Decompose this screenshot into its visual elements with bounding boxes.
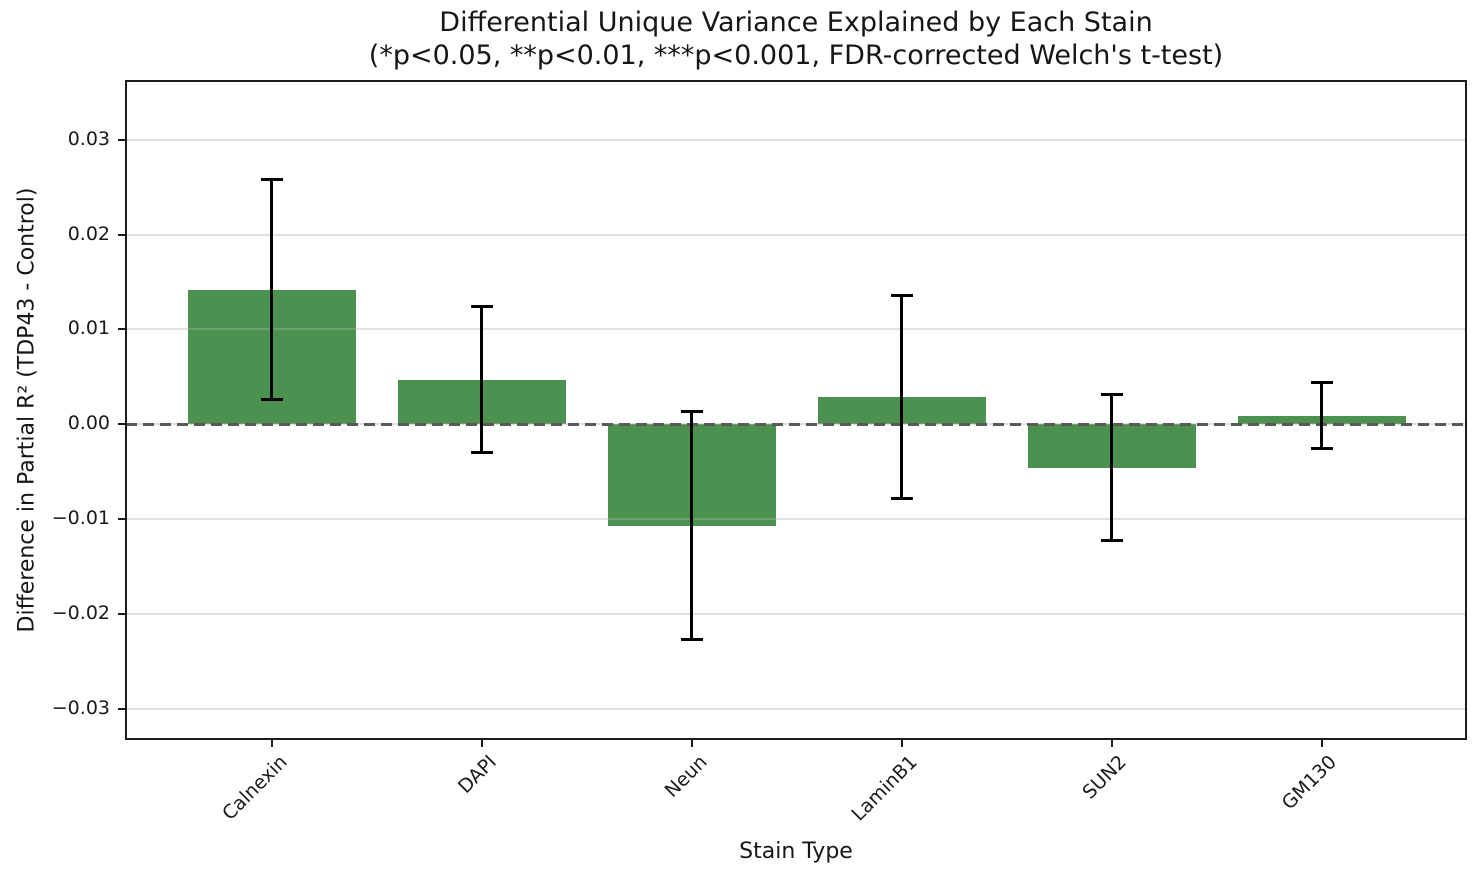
errorbar-laminb1 <box>900 295 904 499</box>
x-tick-mark-neun <box>690 739 693 747</box>
gridline-−0.02 <box>126 612 1466 615</box>
errorbar-cap-bottom-sun2 <box>1100 539 1123 543</box>
errorbar-cap-top-calnexin <box>260 178 283 182</box>
y-tick-mark-0.01 <box>118 328 126 331</box>
x-tick-label-laminb1: LaminB1 <box>846 751 922 826</box>
x-tick-label-dapi: DAPI <box>454 751 502 798</box>
y-tick-mark-0.03 <box>118 138 126 141</box>
chart-subtitle: (*p<0.05, **p<0.01, ***p<0.001, FDR-corr… <box>368 40 1224 71</box>
errorbar-cap-bottom-calnexin <box>260 398 283 402</box>
errorbar-cap-bottom-dapi <box>470 451 493 455</box>
errorbar-cap-bottom-laminb1 <box>890 496 913 500</box>
y-tick-label-0.00: 0.00 <box>67 412 110 435</box>
x-tick-mark-calnexin <box>270 739 273 747</box>
gridline-−0.01 <box>126 518 1466 521</box>
errorbar-dapi <box>480 306 484 453</box>
gridline-0.03 <box>126 138 1466 141</box>
y-tick-mark-0.02 <box>118 233 126 236</box>
errorbar-cap-top-gm130 <box>1310 381 1333 384</box>
errorbar-cap-top-neun <box>680 410 703 414</box>
chart-title: Differential Unique Variance Explained b… <box>439 7 1153 38</box>
y-tick-label-−0.03: −0.03 <box>51 696 110 719</box>
y-tick-label-0.02: 0.02 <box>67 222 110 245</box>
gridline-−0.03 <box>126 707 1466 710</box>
errorbar-neun <box>690 411 694 640</box>
x-tick-label-gm130: GM130 <box>1278 751 1342 815</box>
y-tick-label-−0.01: −0.01 <box>51 507 110 530</box>
errorbar-cap-top-sun2 <box>1100 393 1123 397</box>
errorbar-sun2 <box>1110 394 1114 541</box>
x-tick-mark-laminb1 <box>900 739 903 747</box>
x-tick-label-sun2: SUN2 <box>1078 751 1132 804</box>
chart-title-block: Differential Unique Variance Explained b… <box>126 6 1466 72</box>
y-tick-mark-−0.01 <box>118 518 126 521</box>
x-tick-mark-sun2 <box>1110 739 1113 747</box>
y-tick-label-−0.02: −0.02 <box>51 601 110 624</box>
x-tick-mark-gm130 <box>1320 739 1323 747</box>
y-tick-label-0.03: 0.03 <box>67 127 110 150</box>
errorbar-cap-bottom-gm130 <box>1310 447 1333 451</box>
x-tick-mark-dapi <box>480 739 483 747</box>
x-tick-label-calnexin: Calnexin <box>217 751 292 825</box>
y-axis-label: Difference in Partial R² (TDP43 - Contro… <box>14 187 40 633</box>
errorbar-calnexin <box>270 179 274 400</box>
gridline-0.02 <box>126 233 1466 236</box>
errorbar-gm130 <box>1320 382 1324 449</box>
errorbar-cap-top-dapi <box>470 305 493 309</box>
x-tick-label-neun: Neun <box>660 751 712 802</box>
y-tick-mark-−0.02 <box>118 612 126 615</box>
y-tick-mark-−0.03 <box>118 707 126 710</box>
zero-reference-line <box>126 422 1466 426</box>
y-tick-mark-0.00 <box>118 423 126 426</box>
errorbar-cap-bottom-neun <box>680 637 703 641</box>
errorbar-cap-top-laminb1 <box>890 293 913 297</box>
gridline-0.01 <box>126 328 1466 331</box>
x-axis-label: Stain Type <box>739 839 853 864</box>
y-tick-label-0.01: 0.01 <box>67 317 110 340</box>
